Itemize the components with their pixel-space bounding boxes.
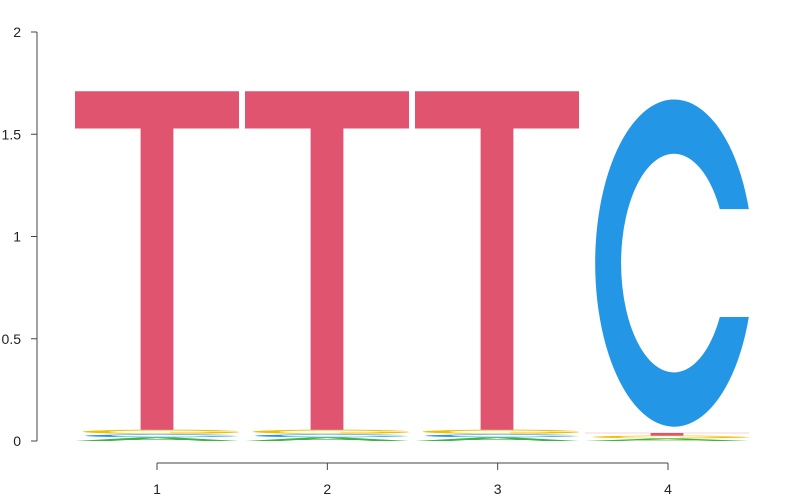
letter-C-glyph xyxy=(595,99,749,427)
letter-C xyxy=(85,434,239,438)
letter-A xyxy=(585,438,749,441)
letter-A xyxy=(415,437,579,441)
y-tick-label: 2 xyxy=(13,24,21,40)
letter-G xyxy=(82,429,240,434)
letter-C-glyph xyxy=(85,434,239,438)
letter-A xyxy=(75,437,240,441)
x-tick-label: 1 xyxy=(153,481,161,497)
stack-position-3 xyxy=(415,91,579,441)
letter-G-glyph xyxy=(82,429,240,434)
y-tick-label: 0 xyxy=(13,433,21,449)
letter-T-glyph xyxy=(75,91,240,430)
letter-T-glyph xyxy=(245,91,409,430)
x-tick-label: 4 xyxy=(664,481,672,497)
x-tick-label: 3 xyxy=(494,481,502,497)
y-axis: 0 0.5 1 1.5 2 xyxy=(2,24,38,449)
letter-T xyxy=(585,432,749,436)
y-tick-label: 1.5 xyxy=(2,126,22,142)
stack-position-4 xyxy=(585,99,749,441)
y-tick-label: 1 xyxy=(13,229,21,245)
letter-A-glyph xyxy=(585,438,749,441)
letter-T xyxy=(415,91,579,430)
letter-T-glyph xyxy=(585,432,749,436)
letter-G-glyph xyxy=(592,435,749,439)
stack-position-1 xyxy=(75,91,240,441)
letter-C-glyph xyxy=(255,434,409,438)
letter-A-glyph xyxy=(245,437,409,441)
x-tick-label: 2 xyxy=(323,481,331,497)
letter-G xyxy=(422,429,579,434)
letter-G xyxy=(592,435,749,439)
letter-A-glyph xyxy=(75,437,240,441)
letter-C xyxy=(255,434,409,438)
letter-T xyxy=(245,91,409,430)
letter-A-glyph xyxy=(415,437,579,441)
letter-C xyxy=(595,99,749,427)
letter-A xyxy=(245,437,409,441)
letter-G xyxy=(252,429,409,434)
letter-G-glyph xyxy=(422,429,579,434)
letter-stacks xyxy=(75,91,749,441)
letter-C-glyph xyxy=(425,434,579,438)
letter-G-glyph xyxy=(252,429,409,434)
letter-T-glyph xyxy=(415,91,579,430)
letter-T xyxy=(75,91,240,430)
y-tick-label: 0.5 xyxy=(2,331,22,347)
x-axis: 1 2 3 4 xyxy=(153,462,672,497)
letter-C xyxy=(425,434,579,438)
stack-position-2 xyxy=(245,91,409,441)
